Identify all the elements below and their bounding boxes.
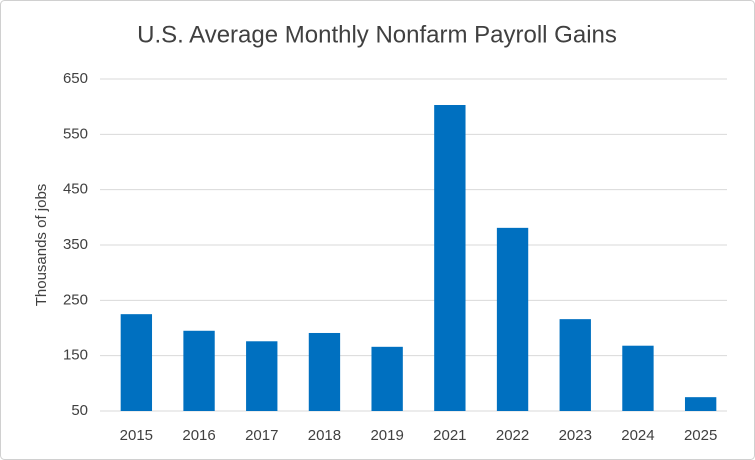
y-tick-label: 250 — [63, 291, 88, 308]
y-axis-label: Thousands of jobs — [33, 184, 50, 307]
y-tick-label: 350 — [63, 236, 88, 253]
bar — [371, 346, 403, 411]
x-tick-label: 2023 — [559, 427, 592, 444]
x-tick-label: 2021 — [433, 427, 466, 444]
x-tick-label: 2015 — [120, 427, 153, 444]
bar — [622, 345, 654, 411]
x-tick-label: 2016 — [182, 427, 215, 444]
bar — [434, 105, 466, 412]
bar — [559, 319, 591, 411]
chart-title: U.S. Average Monthly Nonfarm Payroll Gai… — [137, 21, 617, 48]
x-tick-label: 2024 — [621, 427, 654, 444]
bar — [183, 330, 215, 411]
bar — [246, 341, 278, 411]
bar — [496, 227, 529, 411]
x-tick-label: 2018 — [308, 427, 341, 444]
x-tick-label: 2022 — [496, 427, 529, 444]
bar — [308, 332, 341, 411]
x-tick-label: 2019 — [370, 427, 403, 444]
y-tick-label: 150 — [63, 347, 88, 364]
bar — [684, 397, 717, 411]
y-tick-label: 650 — [63, 70, 88, 87]
y-tick-label: 450 — [63, 181, 88, 198]
x-tick-label: 2017 — [245, 427, 278, 444]
x-tick-label: 2025 — [684, 427, 717, 444]
y-tick-label: 50 — [71, 402, 88, 419]
y-tick-label: 550 — [63, 125, 88, 142]
bar — [120, 314, 153, 411]
